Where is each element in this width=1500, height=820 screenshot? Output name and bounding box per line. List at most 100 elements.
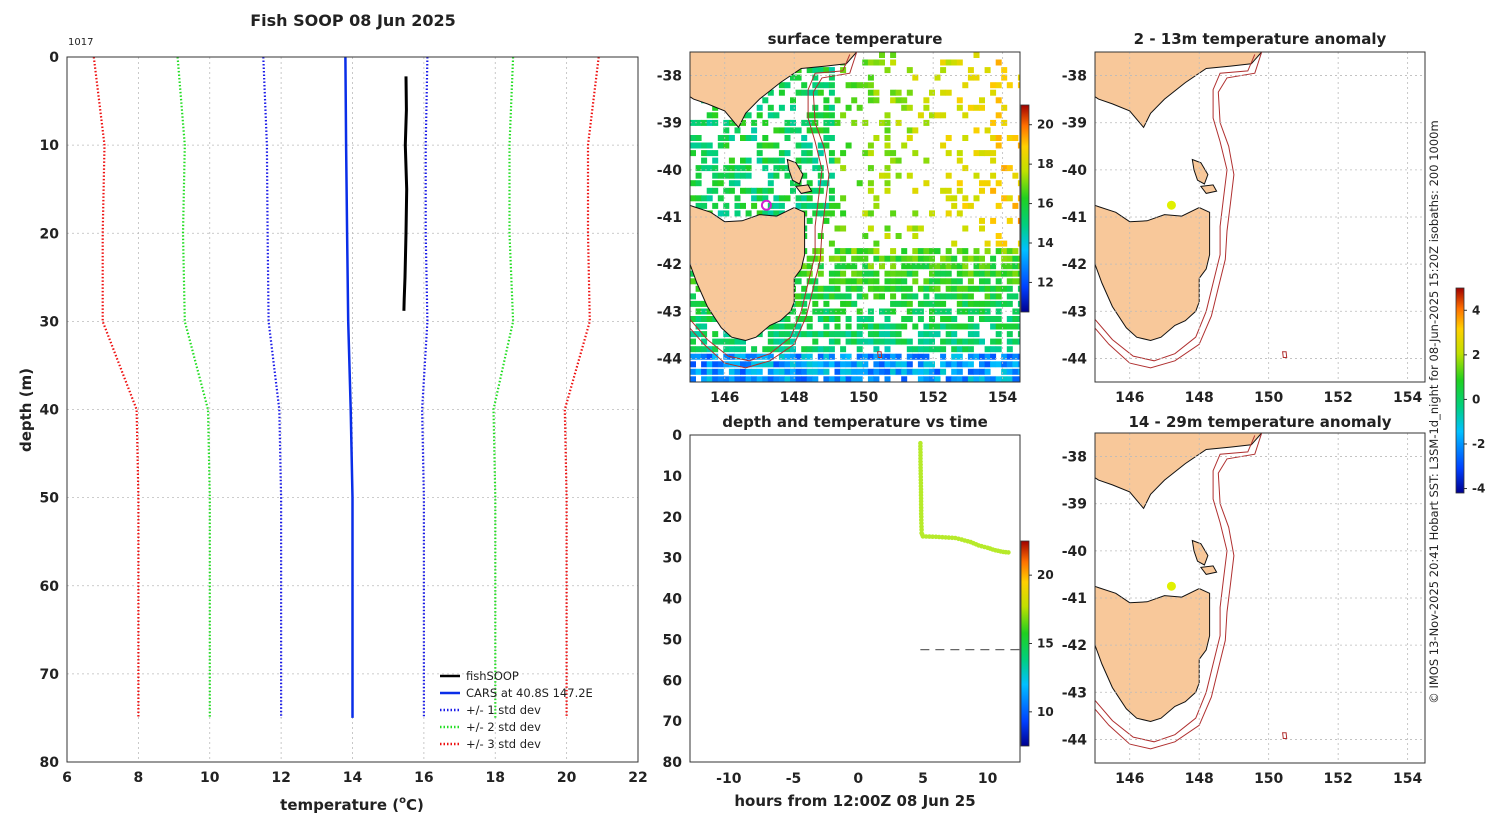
- sst-cell: [895, 270, 902, 277]
- sst-cell: [812, 346, 819, 353]
- sst-cell: [706, 112, 713, 119]
- sst-cell: [934, 308, 941, 315]
- sst-cell: [840, 308, 847, 315]
- sst-cell: [712, 376, 719, 382]
- sst-cell: [906, 67, 913, 74]
- sst-cell: [812, 89, 819, 96]
- anomaly-colorbar-ticklabel: 2: [1472, 348, 1480, 362]
- sst-cell: [795, 293, 802, 300]
- sst-cell: [845, 323, 852, 330]
- sst-cell: [973, 104, 980, 111]
- sst-cell: [823, 323, 830, 330]
- sst-cell: [740, 157, 746, 164]
- sst-cell: [940, 142, 947, 149]
- sst-cell: [823, 368, 830, 375]
- sst-cell: [873, 368, 880, 375]
- anomaly-colorbar-ticklabel: -2: [1472, 437, 1485, 451]
- sst-cell: [873, 195, 880, 202]
- sst-cell: [945, 278, 952, 285]
- sst-cell: [1012, 293, 1019, 300]
- sst-cell: [751, 353, 758, 360]
- sst-cell: [1006, 300, 1013, 307]
- timeseries-xtick: -10: [716, 771, 742, 787]
- sst-cell: [884, 225, 891, 232]
- sst-cell: [956, 97, 963, 104]
- sst-cell: [873, 97, 880, 104]
- sst-cell: [945, 255, 952, 262]
- sst-cell: [806, 142, 813, 149]
- sst-cell: [834, 376, 841, 382]
- sst-cell: [890, 338, 897, 345]
- sst-cell: [940, 316, 947, 322]
- sst-cell: [956, 210, 963, 217]
- sst-cell: [890, 368, 897, 375]
- sst-cell: [840, 368, 847, 375]
- sst-cell: [890, 300, 897, 307]
- sst-cell: [701, 361, 708, 368]
- sst-cell: [973, 368, 980, 375]
- sst-cell: [945, 361, 952, 368]
- credit-text: © IMOS 13-Nov-2025 20:41 Hobart SST: L3S…: [1427, 120, 1441, 703]
- sst-cell: [801, 202, 808, 209]
- sst-cell: [912, 278, 919, 285]
- sst-cell: [967, 368, 974, 375]
- sst-cell: [906, 127, 913, 134]
- sst-cell: [873, 323, 880, 330]
- sst-cell: [1012, 338, 1019, 345]
- anomaly1-ytick: -44: [1062, 351, 1088, 367]
- profile-xtick: 12: [271, 770, 290, 786]
- sst-cell: [956, 368, 963, 375]
- sst-cell: [1001, 119, 1008, 126]
- sst-cell: [895, 97, 902, 104]
- sst-cell: [828, 135, 835, 141]
- sst-cell: [956, 300, 963, 307]
- sst-cell: [945, 376, 952, 382]
- sst-cell: [984, 293, 991, 300]
- sst-cell: [917, 285, 924, 292]
- sst-cell: [806, 353, 813, 360]
- sst-cell: [856, 323, 863, 330]
- sst-cell: [973, 172, 980, 179]
- sst-cell: [984, 248, 991, 255]
- sst-cell: [817, 270, 824, 277]
- sst-cell: [795, 142, 802, 149]
- sst-cell: [901, 368, 908, 375]
- sst-cell: [740, 202, 746, 209]
- sst-cell: [923, 346, 930, 353]
- sst-cell: [945, 323, 952, 330]
- mainland-victoria: [1095, 433, 1263, 510]
- sst-cell: [712, 157, 719, 164]
- sst-cell: [717, 142, 724, 149]
- sst-cell: [995, 361, 1002, 368]
- sst-cell: [856, 278, 863, 285]
- sst-cell: [1006, 82, 1013, 89]
- sst-cell: [723, 210, 730, 217]
- sst-cell: [706, 195, 713, 202]
- sst-cell: [890, 353, 897, 360]
- sst-ytick: -40: [657, 163, 683, 179]
- sst-cell: [717, 172, 724, 179]
- sst-cell: [862, 270, 869, 277]
- sst-cell: [717, 195, 724, 202]
- profile-plot-frame: [66, 56, 639, 763]
- sst-cell: [812, 165, 819, 172]
- sst-cell: [784, 165, 791, 172]
- sst-cell: [712, 187, 719, 194]
- sst-cell: [945, 248, 952, 255]
- sst-cell: [840, 195, 847, 202]
- sst-cell: [1012, 135, 1019, 141]
- sst-cell: [778, 331, 785, 338]
- sst-cell: [834, 119, 841, 126]
- sst-cell: [784, 127, 791, 134]
- sst-cell: [956, 323, 963, 330]
- sst-cell: [701, 376, 708, 382]
- anomaly1-ytick: -39: [1062, 116, 1087, 132]
- sst-cell: [823, 142, 830, 149]
- sst-cell: [1001, 300, 1008, 307]
- sst-cell: [828, 112, 835, 119]
- sst-cell: [1017, 376, 1020, 382]
- sst-cell: [984, 368, 991, 375]
- sst-cell: [1001, 361, 1008, 368]
- sst-cell: [967, 346, 974, 353]
- sst-cell: [778, 104, 785, 111]
